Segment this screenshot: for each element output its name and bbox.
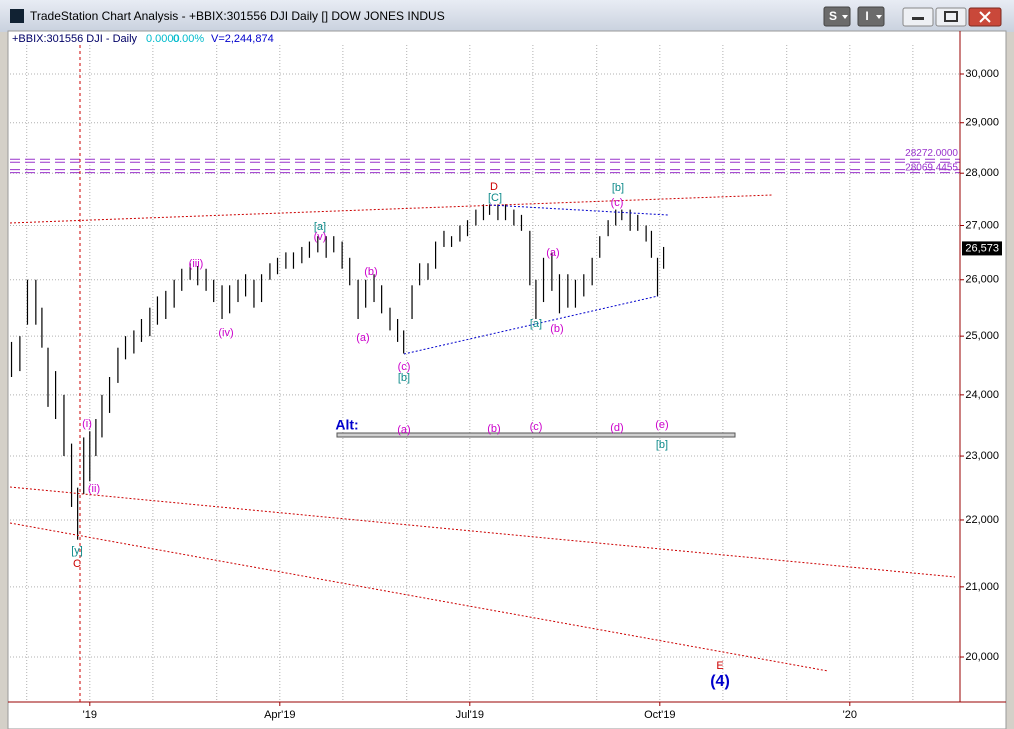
wave-label: [C] xyxy=(488,192,502,204)
triangle-bottom-line xyxy=(403,295,659,355)
wave-label: (ii) xyxy=(88,483,100,495)
wave-label: (c) xyxy=(611,197,624,209)
y-tick-label: 27,000 xyxy=(965,219,999,231)
x-tick-label: Jul'19 xyxy=(456,709,484,721)
restore-icon xyxy=(944,11,958,22)
wave-label: (a) xyxy=(397,424,410,436)
wave-label: (c) xyxy=(398,361,411,373)
wave-label: (iv) xyxy=(218,327,233,339)
x-tick-label: Apr'19 xyxy=(264,709,295,721)
wave-label: C xyxy=(73,558,81,570)
level-label: 28069.4455 xyxy=(905,162,958,173)
y-tick-label: 28,000 xyxy=(965,167,999,179)
volume-label: V=2,244,874 xyxy=(211,33,274,45)
plot xyxy=(10,45,960,702)
alt-band xyxy=(336,432,736,438)
y-tick-label: 29,000 xyxy=(965,117,999,129)
wave-label: (iii) xyxy=(189,258,204,270)
trend-lines xyxy=(9,45,956,702)
last-price-box xyxy=(962,241,1002,256)
wave-label: (e) xyxy=(655,419,668,431)
y-tick-label: 24,000 xyxy=(965,389,999,401)
wave-label: E xyxy=(716,660,723,672)
y-tick-label: 22,000 xyxy=(965,514,999,526)
x-tick-label: '19 xyxy=(83,709,97,721)
wave-label: [a] xyxy=(530,318,542,330)
y-tick-label: 30,000 xyxy=(965,68,999,80)
last-price-label: 26,573 xyxy=(965,242,999,254)
window-title: TradeStation Chart Analysis - +BBIX:3015… xyxy=(30,9,445,23)
x-tick-label: Oct'19 xyxy=(644,709,675,721)
dropdown-arrow xyxy=(876,15,882,19)
wave-label: (4) xyxy=(710,673,730,690)
symbol-label: +BBIX:301556 DJI - Daily xyxy=(12,33,138,45)
button-s[interactable] xyxy=(823,6,851,27)
wave-label: [b] xyxy=(612,182,624,194)
upper-trend-line xyxy=(9,194,773,224)
y-tick-label: 23,000 xyxy=(965,450,999,462)
y-tick-label: 20,000 xyxy=(965,651,999,663)
x-tick-label: '20 xyxy=(843,709,857,721)
minimize-icon xyxy=(912,17,924,20)
wave-label: [b] xyxy=(656,439,668,451)
wave-label: [b] xyxy=(398,372,410,384)
close-icon xyxy=(979,11,991,23)
wave-label: [a] xyxy=(314,221,326,233)
wave-label: D xyxy=(490,181,498,193)
wave-label: (b) xyxy=(550,323,563,335)
wave-label: (v) xyxy=(314,231,327,243)
y-tick-label: 21,000 xyxy=(965,581,999,593)
wave-label: (b) xyxy=(364,266,377,278)
y-tick-label: 26,000 xyxy=(965,274,999,286)
wave-label: [y] xyxy=(71,545,83,557)
wave-label: Alt: xyxy=(335,417,358,433)
wave-label: (a) xyxy=(546,247,559,259)
change-pct-label: 0.00% xyxy=(173,33,204,45)
button-i-label: I xyxy=(865,9,868,23)
wave-label: (a) xyxy=(356,332,369,344)
button-s-label: S xyxy=(829,9,837,23)
chart-panel xyxy=(7,30,1007,729)
button-i[interactable] xyxy=(857,6,885,27)
lowest-trend-line xyxy=(9,522,829,672)
restore-button[interactable] xyxy=(935,7,967,27)
change-label: 0.0000 xyxy=(146,33,180,45)
y-tick-label: 25,000 xyxy=(965,330,999,342)
wave-label: (b) xyxy=(487,423,500,435)
wave-label: (d) xyxy=(610,422,623,434)
wave-label: (c) xyxy=(530,421,543,433)
triangle-top-line xyxy=(489,204,669,216)
dropdown-arrow xyxy=(842,15,848,19)
level-label: 28272.0000 xyxy=(905,148,958,159)
wave-label: (i) xyxy=(82,418,92,430)
app-icon xyxy=(10,9,24,23)
